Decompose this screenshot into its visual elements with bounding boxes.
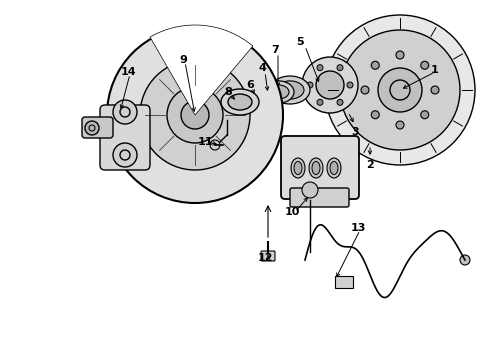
Ellipse shape xyxy=(262,81,294,103)
Circle shape xyxy=(337,99,343,105)
Ellipse shape xyxy=(330,162,338,175)
Ellipse shape xyxy=(291,158,305,178)
Ellipse shape xyxy=(255,89,275,102)
Circle shape xyxy=(113,143,137,167)
Ellipse shape xyxy=(294,162,302,175)
Text: 4: 4 xyxy=(258,63,266,73)
Circle shape xyxy=(421,61,429,69)
Circle shape xyxy=(113,100,137,124)
Circle shape xyxy=(167,87,223,143)
Text: 14: 14 xyxy=(120,67,136,77)
Circle shape xyxy=(371,61,379,69)
Circle shape xyxy=(378,68,422,112)
Circle shape xyxy=(302,182,318,198)
Circle shape xyxy=(317,99,323,105)
Circle shape xyxy=(460,255,470,265)
Text: 11: 11 xyxy=(197,137,213,147)
Circle shape xyxy=(107,27,283,203)
Text: 3: 3 xyxy=(351,127,359,137)
Text: 9: 9 xyxy=(179,55,187,65)
Ellipse shape xyxy=(221,89,259,115)
Circle shape xyxy=(371,111,379,119)
Text: 5: 5 xyxy=(296,37,304,47)
Ellipse shape xyxy=(267,85,289,99)
FancyBboxPatch shape xyxy=(281,136,359,199)
Circle shape xyxy=(317,65,323,71)
Wedge shape xyxy=(150,25,253,115)
Bar xyxy=(335,276,353,288)
Circle shape xyxy=(325,15,475,165)
Circle shape xyxy=(340,30,460,150)
Text: 1: 1 xyxy=(431,65,439,75)
Text: 13: 13 xyxy=(350,223,366,233)
Circle shape xyxy=(396,121,404,129)
Circle shape xyxy=(347,82,353,88)
Ellipse shape xyxy=(247,93,263,103)
Text: 8: 8 xyxy=(224,87,232,97)
Ellipse shape xyxy=(243,90,267,107)
Circle shape xyxy=(302,57,358,113)
FancyBboxPatch shape xyxy=(261,251,275,261)
Circle shape xyxy=(307,82,313,88)
Circle shape xyxy=(431,86,439,94)
Circle shape xyxy=(210,140,220,150)
Circle shape xyxy=(85,121,99,135)
Ellipse shape xyxy=(228,94,252,110)
Text: 2: 2 xyxy=(366,160,374,170)
Circle shape xyxy=(181,101,209,129)
FancyBboxPatch shape xyxy=(82,117,113,138)
Circle shape xyxy=(140,60,250,170)
Ellipse shape xyxy=(309,158,323,178)
FancyBboxPatch shape xyxy=(100,105,150,170)
Circle shape xyxy=(396,51,404,59)
Ellipse shape xyxy=(251,85,279,105)
Circle shape xyxy=(421,111,429,119)
Text: 10: 10 xyxy=(284,207,300,217)
Text: 7: 7 xyxy=(271,45,279,55)
Ellipse shape xyxy=(276,81,304,99)
Circle shape xyxy=(361,86,369,94)
Text: 6: 6 xyxy=(246,80,254,90)
Circle shape xyxy=(337,65,343,71)
FancyBboxPatch shape xyxy=(290,188,349,207)
Ellipse shape xyxy=(327,158,341,178)
Circle shape xyxy=(316,71,344,99)
Ellipse shape xyxy=(312,162,320,175)
Text: 12: 12 xyxy=(257,253,273,263)
Ellipse shape xyxy=(270,76,310,104)
